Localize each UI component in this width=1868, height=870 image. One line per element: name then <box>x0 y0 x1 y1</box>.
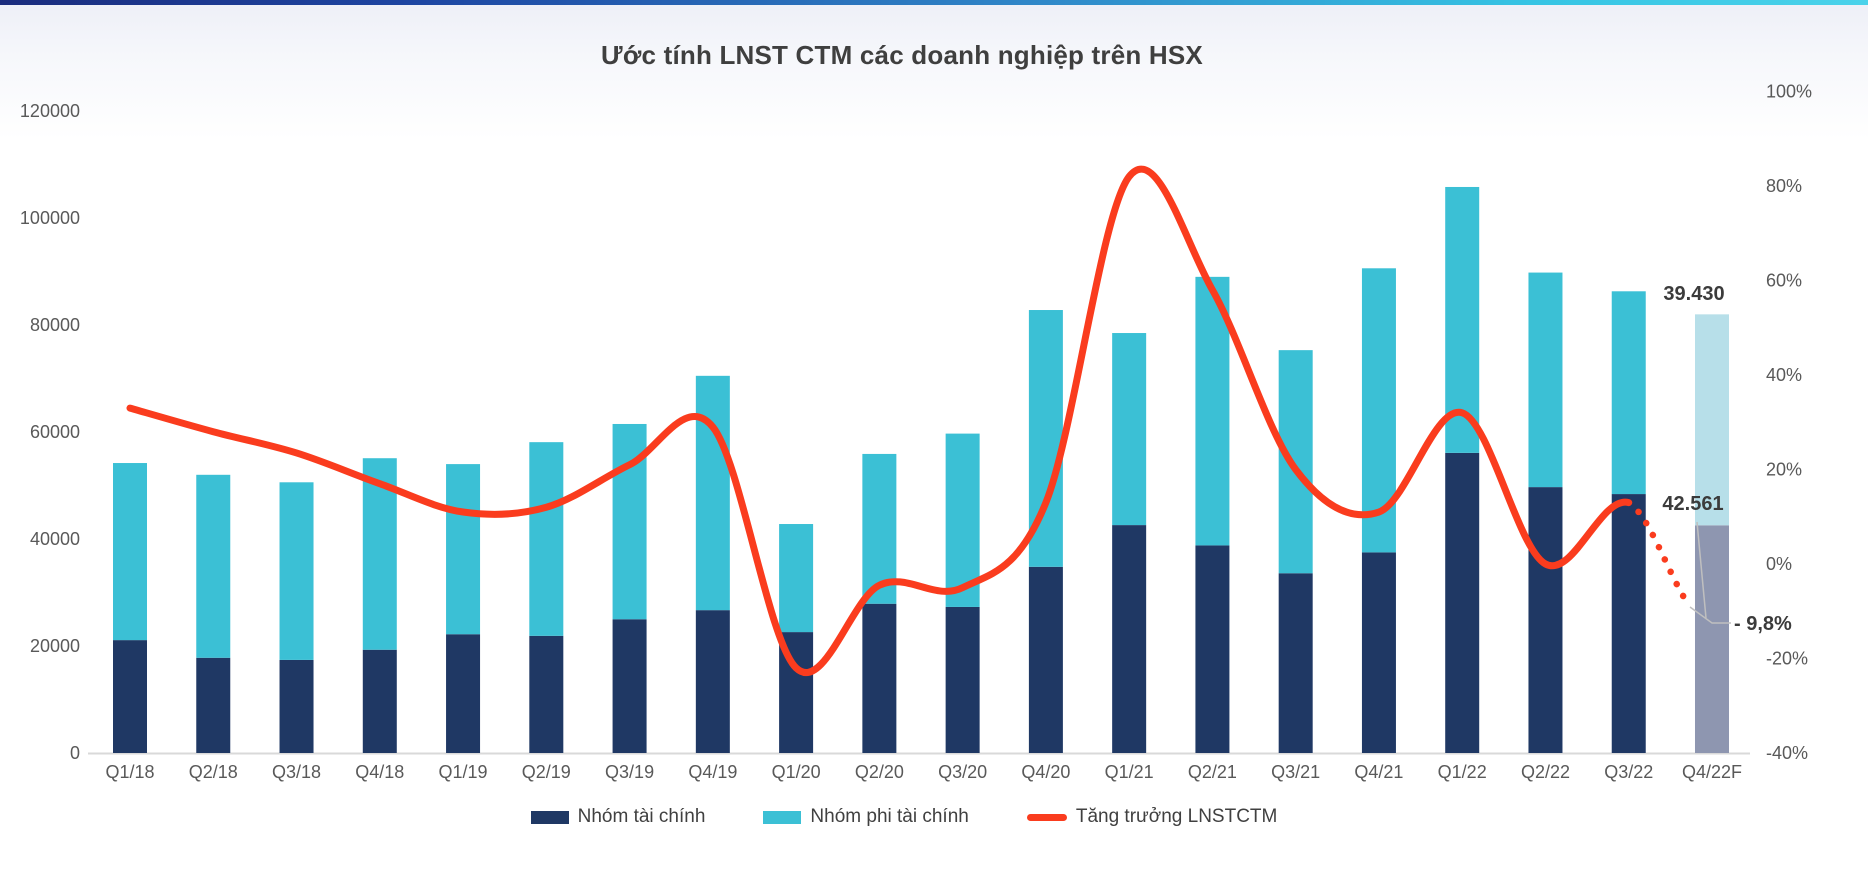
right-axis-tick: 60% <box>1766 271 1802 291</box>
x-axis-label: Q4/21 <box>1354 762 1403 782</box>
annotation-growth-forecast: - 9,8% <box>1734 613 1792 635</box>
bar-financial-segment[interactable] <box>1528 487 1563 753</box>
bar-nonfinancial-segment[interactable] <box>1278 350 1313 574</box>
bar-nonfinancial-segment[interactable] <box>779 524 814 633</box>
x-axis-label: Q2/19 <box>522 762 571 782</box>
right-axis-tick: -40% <box>1766 743 1808 763</box>
x-axis-label: Q2/22 <box>1521 762 1570 782</box>
x-axis-label: Q1/22 <box>1438 762 1487 782</box>
nonfinancial-swatch-icon <box>763 810 802 824</box>
legend-item-nonfinancial[interactable]: Nhóm phi tài chính <box>763 806 969 828</box>
right-axis-tick: -20% <box>1766 649 1808 669</box>
bar-financial-segment[interactable] <box>196 657 231 753</box>
x-axis-label: Q3/21 <box>1271 762 1320 782</box>
bar-nonfinancial-segment[interactable] <box>113 463 147 641</box>
x-axis-label: Q2/18 <box>189 762 238 782</box>
bar-nonfinancial-segment[interactable] <box>1112 333 1147 526</box>
x-axis-label: Q3/20 <box>938 762 987 782</box>
annotation-leader-line <box>1696 521 1707 619</box>
bar-financial-segment[interactable] <box>695 610 730 753</box>
x-axis-label: Q1/18 <box>105 762 154 782</box>
x-axis-label: Q3/18 <box>272 762 321 782</box>
top-gradient-bar <box>0 0 1868 5</box>
growth-line <box>126 165 1633 676</box>
bar-nonfinancial-segment[interactable] <box>279 482 314 660</box>
left-axis-tick: 20000 <box>30 636 80 656</box>
bar-financial-segment[interactable] <box>862 603 897 753</box>
bar-financial-segment[interactable] <box>1278 573 1313 753</box>
x-axis-label: Q1/19 <box>439 762 488 782</box>
x-axis-label: Q4/22F <box>1682 762 1742 782</box>
x-axis-label: Q4/19 <box>688 762 737 782</box>
bar-financial-segment[interactable] <box>1361 552 1396 753</box>
bar-financial-segment[interactable] <box>1445 452 1480 753</box>
x-axis-label: Q2/20 <box>855 762 904 782</box>
bar-nonfinancial-segment[interactable] <box>529 442 564 636</box>
financial-swatch-icon <box>530 810 569 824</box>
bar-nonfinancial-segment[interactable] <box>695 375 730 611</box>
annotation-leader-line <box>1689 606 1731 624</box>
bar-financial-segment[interactable] <box>1195 545 1230 753</box>
bar-nonfinancial-segment[interactable] <box>1528 272 1563 488</box>
annotation-financial-forecast: 42.561 <box>1662 493 1724 515</box>
bar-financial-segment[interactable] <box>279 659 314 753</box>
annotation-nonfinancial-forecast: 39.430 <box>1663 283 1725 305</box>
growth-line-forecast-dotted <box>1625 499 1694 611</box>
bar-financial-segment[interactable] <box>529 635 564 753</box>
bar-nonfinancial-segment[interactable] <box>1611 291 1646 495</box>
right-axis-tick: 80% <box>1766 176 1802 196</box>
bar-financial-segment[interactable] <box>113 640 147 753</box>
x-axis-label: Q4/18 <box>355 762 404 782</box>
x-axis-label: Q2/21 <box>1188 762 1237 782</box>
bar-nonfinancial-segment[interactable] <box>446 464 481 635</box>
legend-item-financial[interactable]: Nhóm tài chính <box>530 806 706 828</box>
x-axis-label: Q3/22 <box>1604 762 1653 782</box>
bar-financial-segment[interactable] <box>1112 525 1147 753</box>
left-axis-tick: 40000 <box>30 529 80 549</box>
right-axis-tick: 100% <box>1766 82 1812 102</box>
chart-legend: Nhóm tài chính Nhóm phi tài chính Tăng t… <box>0 806 1808 828</box>
left-axis-tick: 120000 <box>20 101 80 121</box>
background-fade <box>0 0 1868 140</box>
growth-line-swatch-icon <box>1026 813 1067 821</box>
bar-financial-segment[interactable] <box>1028 566 1063 753</box>
x-axis-label: Q1/21 <box>1105 762 1154 782</box>
right-axis-tick: 40% <box>1766 365 1802 385</box>
bar-financial-segment[interactable] <box>362 649 397 753</box>
x-axis-label: Q3/19 <box>605 762 654 782</box>
legend-item-growth[interactable]: Tăng trưởng LNSTCTM <box>1026 806 1278 828</box>
bar-nonfinancial-segment[interactable] <box>1694 314 1729 526</box>
left-axis-tick: 0 <box>70 743 80 763</box>
bar-nonfinancial-segment[interactable] <box>1445 186 1480 453</box>
x-axis-label: Q4/20 <box>1021 762 1070 782</box>
legend-label-growth: Tăng trưởng LNSTCTM <box>1075 806 1278 827</box>
bar-financial-segment[interactable] <box>612 619 647 753</box>
legend-label-nonfinancial: Nhóm phi tài chính <box>810 806 969 827</box>
legend-label-financial: Nhóm tài chính <box>577 806 706 827</box>
right-axis-tick: 0% <box>1766 554 1792 574</box>
bar-nonfinancial-segment[interactable] <box>196 474 231 658</box>
bar-financial-segment[interactable] <box>1611 494 1646 753</box>
page-title: Ước tính LNST CTM các doanh nghiệp trên … <box>601 40 1203 70</box>
bar-nonfinancial-segment[interactable] <box>945 433 980 607</box>
bar-nonfinancial-segment[interactable] <box>1195 276 1230 546</box>
left-axis-tick: 60000 <box>30 422 80 442</box>
left-axis-tick: 100000 <box>20 208 80 228</box>
right-axis-tick: 20% <box>1766 460 1802 480</box>
x-axis-label: Q1/20 <box>772 762 821 782</box>
bar-financial-segment[interactable] <box>446 634 481 753</box>
bar-financial-segment[interactable] <box>945 606 980 753</box>
left-axis-tick: 80000 <box>30 315 80 335</box>
